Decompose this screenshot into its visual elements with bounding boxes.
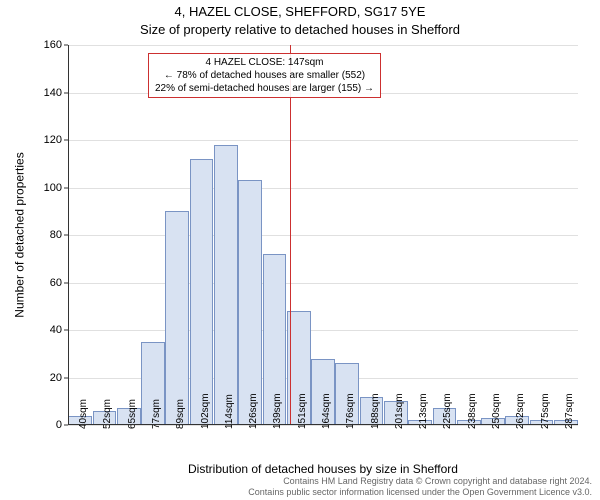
annotation-line: 4 HAZEL CLOSE: 147sqm [155, 56, 374, 69]
y-tick-label: 60 [30, 277, 62, 289]
annotation-line: 22% of semi-detached houses are larger (… [155, 82, 374, 95]
histogram-bar [190, 159, 214, 425]
plot-area: 02040608010012014016040sqm52sqm65sqm77sq… [68, 45, 578, 425]
chart-title-address: 4, HAZEL CLOSE, SHEFFORD, SG17 5YE [0, 4, 600, 19]
x-axis-line [68, 424, 578, 425]
histogram-bar [165, 211, 189, 425]
y-axis-line [68, 45, 69, 425]
gridline [68, 188, 578, 189]
chart-container: 4, HAZEL CLOSE, SHEFFORD, SG17 5YE Size … [0, 0, 600, 500]
gridline [68, 140, 578, 141]
y-tick-label: 20 [30, 372, 62, 384]
annotation-box: 4 HAZEL CLOSE: 147sqm← 78% of detached h… [148, 53, 381, 98]
attribution-text: Contains HM Land Registry data © Crown c… [248, 476, 592, 498]
histogram-bar [238, 180, 262, 425]
x-axis-label: Distribution of detached houses by size … [68, 462, 578, 476]
attribution-line-1: Contains HM Land Registry data © Crown c… [248, 476, 592, 487]
y-tick-label: 80 [30, 229, 62, 241]
y-tick-label: 160 [30, 39, 62, 51]
attribution-line-2: Contains public sector information licen… [248, 487, 592, 498]
histogram-bar [214, 145, 238, 425]
y-axis-label: Number of detached properties [12, 45, 28, 425]
gridline [68, 235, 578, 236]
gridline [68, 330, 578, 331]
y-tick-label: 40 [30, 324, 62, 336]
y-tick-label: 140 [30, 87, 62, 99]
y-tick-label: 100 [30, 182, 62, 194]
gridline [68, 45, 578, 46]
y-tick-label: 120 [30, 134, 62, 146]
annotation-line: ← 78% of detached houses are smaller (55… [155, 69, 374, 82]
gridline [68, 283, 578, 284]
chart-title-description: Size of property relative to detached ho… [0, 22, 600, 37]
y-tick-label: 0 [30, 419, 62, 431]
reference-line [290, 45, 291, 425]
